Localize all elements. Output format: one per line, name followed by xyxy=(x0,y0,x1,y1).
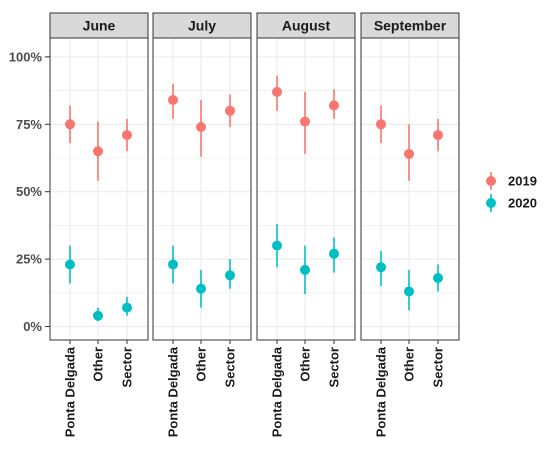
x-tick-label-other: Other xyxy=(194,347,209,382)
panel-background xyxy=(257,38,355,340)
y-tick-label: 25% xyxy=(16,252,42,267)
point-2020-september-sector xyxy=(433,272,443,283)
facet-strip xyxy=(256,12,356,39)
point-2019-july-sector xyxy=(225,105,235,116)
point-2019-june-ponta-delgada xyxy=(65,119,75,130)
point-2020-july-other xyxy=(196,283,206,294)
y-tick-label: 0% xyxy=(23,319,42,334)
panel-background xyxy=(50,38,148,340)
panel-background xyxy=(153,38,251,340)
point-2019-september-ponta-delgada xyxy=(376,119,386,130)
point-2019-june-other xyxy=(93,146,103,157)
legend-label-2019: 2019 xyxy=(508,174,537,189)
point-2019-september-other xyxy=(404,148,414,159)
point-2020-june-sector xyxy=(122,302,132,313)
facet-panel-september: September Ponta Delgada Other Sector xyxy=(360,12,460,437)
x-tick-label-ponta-delgada: Ponta Delgada xyxy=(63,346,78,437)
y-tick-label: 50% xyxy=(16,184,42,199)
x-tick-label-ponta-delgada: Ponta Delgada xyxy=(374,346,389,437)
facet-label-august: August xyxy=(282,18,331,34)
facet-panel-june: June Ponta Delgada Other Sector xyxy=(49,12,149,437)
point-2019-july-ponta-delgada xyxy=(168,95,178,106)
point-2019-august-sector xyxy=(329,100,339,111)
facet-strip xyxy=(152,12,252,39)
facet-strip xyxy=(360,12,460,39)
x-tick-label-sector: Sector xyxy=(431,347,446,387)
x-tick-label-sector: Sector xyxy=(223,347,238,387)
facet-panel-july: July Ponta Delgada Other Sector xyxy=(152,12,252,437)
x-tick-label-other: Other xyxy=(298,347,313,382)
x-tick-label-other: Other xyxy=(91,347,106,382)
legend-key-point-2020 xyxy=(486,198,496,208)
x-tick-label-ponta-delgada: Ponta Delgada xyxy=(270,346,285,437)
facet-label-september: September xyxy=(374,18,447,34)
legend: 2019 2020 xyxy=(486,172,537,212)
x-tick-label-sector: Sector xyxy=(327,347,342,387)
point-2019-july-other xyxy=(196,121,206,132)
facet-strip xyxy=(49,12,149,39)
y-tick-label: 100% xyxy=(9,49,43,64)
point-2019-august-ponta-delgada xyxy=(272,86,282,97)
legend-key-point-2019 xyxy=(486,176,496,186)
point-2020-august-ponta-delgada xyxy=(272,240,282,251)
point-2019-september-sector xyxy=(433,130,443,141)
facet-panel-august: August Ponta Delgada Other Sector xyxy=(256,12,356,437)
x-tick-label-other: Other xyxy=(402,347,417,382)
point-2020-july-sector xyxy=(225,270,235,281)
point-2020-july-ponta-delgada xyxy=(168,259,178,270)
point-2020-august-sector xyxy=(329,248,339,259)
facet-label-july: July xyxy=(188,18,216,34)
legend-label-2020: 2020 xyxy=(508,196,537,211)
point-2020-june-ponta-delgada xyxy=(65,259,75,270)
x-tick-label-ponta-delgada: Ponta Delgada xyxy=(166,346,181,437)
x-tick-label-sector: Sector xyxy=(120,347,135,387)
facet-label-june: June xyxy=(83,18,116,34)
point-2019-august-other xyxy=(300,116,310,127)
y-tick-label: 75% xyxy=(16,117,42,132)
point-2020-june-other xyxy=(93,310,103,321)
point-2020-september-other xyxy=(404,286,414,297)
point-2020-september-ponta-delgada xyxy=(376,262,386,273)
point-2019-june-sector xyxy=(122,130,132,141)
point-2020-august-other xyxy=(300,264,310,275)
